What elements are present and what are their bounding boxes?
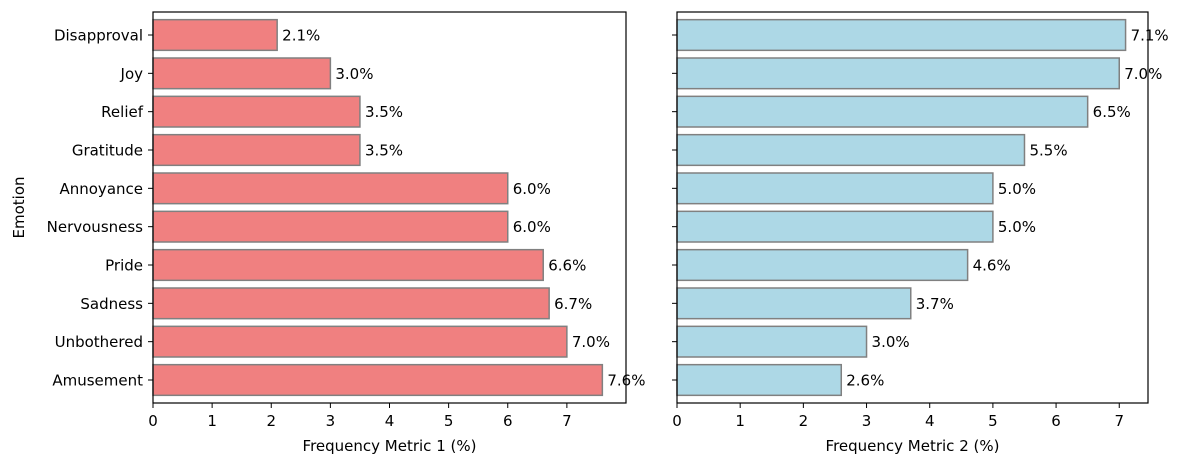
bar-sadness [676,287,912,320]
x-tick-label: 4 [385,412,395,430]
left-bar-chart: 2.1% Disapproval 3.0% Joy 3.5% Relief 3.5% Grat… [10,11,645,455]
category-label: Disapproval [54,27,143,45]
value-label: 3.0% [872,333,910,351]
category-label: Pride [105,257,143,275]
x-tick-label: 7 [1114,412,1124,430]
x-tick-label: 4 [925,412,935,430]
category-label: Sadness [80,295,143,313]
bar-relief [152,95,361,128]
value-label: 7.0% [572,333,610,351]
bar-disapproval [152,18,278,52]
bar-relief [676,95,1089,128]
x-axis-label: Frequency Metric 2 (%) [826,437,1000,455]
bar-pride [152,248,544,282]
value-label: 7.0% [1124,65,1162,83]
bar-annoyance [152,172,509,205]
bar-joy [152,57,332,90]
x-tick-label: 0 [672,412,682,430]
value-label: 4.6% [973,257,1011,275]
category-label: Relief [101,103,144,121]
x-axis-label: Frequency Metric 1 (%) [303,437,477,455]
value-label: 6.0% [513,180,551,198]
x-tick-label: 7 [562,412,572,430]
value-label: 3.7% [916,295,954,313]
value-label: 3.0% [335,65,373,83]
category-label: Amusement [52,372,143,390]
value-label: 3.5% [365,142,403,160]
category-label: Annoyance [59,180,143,198]
bar-unbothered [152,325,568,358]
x-tick-label: 5 [444,412,454,430]
x-tick-label: 3 [326,412,336,430]
bar-disapproval [676,18,1127,52]
bar-amusement [676,363,843,397]
value-label: 6.6% [548,257,586,275]
x-tick-label: 3 [862,412,872,430]
x-tick-label: 1 [735,412,745,430]
bar-pride [676,248,969,282]
category-label: Nervousness [47,218,144,236]
bar-annoyance [676,172,994,205]
value-label: 6.7% [554,295,592,313]
x-tick-label: 6 [1051,412,1061,430]
bar-amusement [152,363,604,397]
category-label: Joy [120,65,144,83]
bar-gratitude [152,133,361,167]
value-label: 2.6% [846,372,884,390]
value-label: 5.0% [998,218,1036,236]
value-label: 2.1% [282,27,320,45]
value-label: 6.5% [1093,103,1131,121]
x-tick-label: 0 [148,412,158,430]
value-label: 5.5% [1029,142,1067,160]
value-label: 7.1% [1131,27,1169,45]
x-tick-label: 2 [266,412,276,430]
right-bar-chart: 7.1% 7.0% 6.5% 5.5% 5.0% 5.0% 4.6% 3.7% 3.0% 2.6%… [672,11,1169,455]
bar-nervousness [152,210,509,243]
x-tick-label: 2 [799,412,809,430]
bar-nervousness [676,210,994,243]
category-label: Unbothered [55,333,143,351]
value-label: 6.0% [513,218,551,236]
bar-joy [676,57,1121,90]
axes-frame [676,11,1149,404]
bar-unbothered [676,325,868,358]
bar-sadness [152,287,550,320]
x-tick-label: 5 [988,412,998,430]
value-label: 5.0% [998,180,1036,198]
category-label: Gratitude [72,142,143,160]
x-tick-label: 1 [207,412,217,430]
value-label: 3.5% [365,103,403,121]
bar-gratitude [676,133,1026,167]
y-axis-label: Emotion [10,177,28,239]
x-tick-label: 6 [503,412,513,430]
